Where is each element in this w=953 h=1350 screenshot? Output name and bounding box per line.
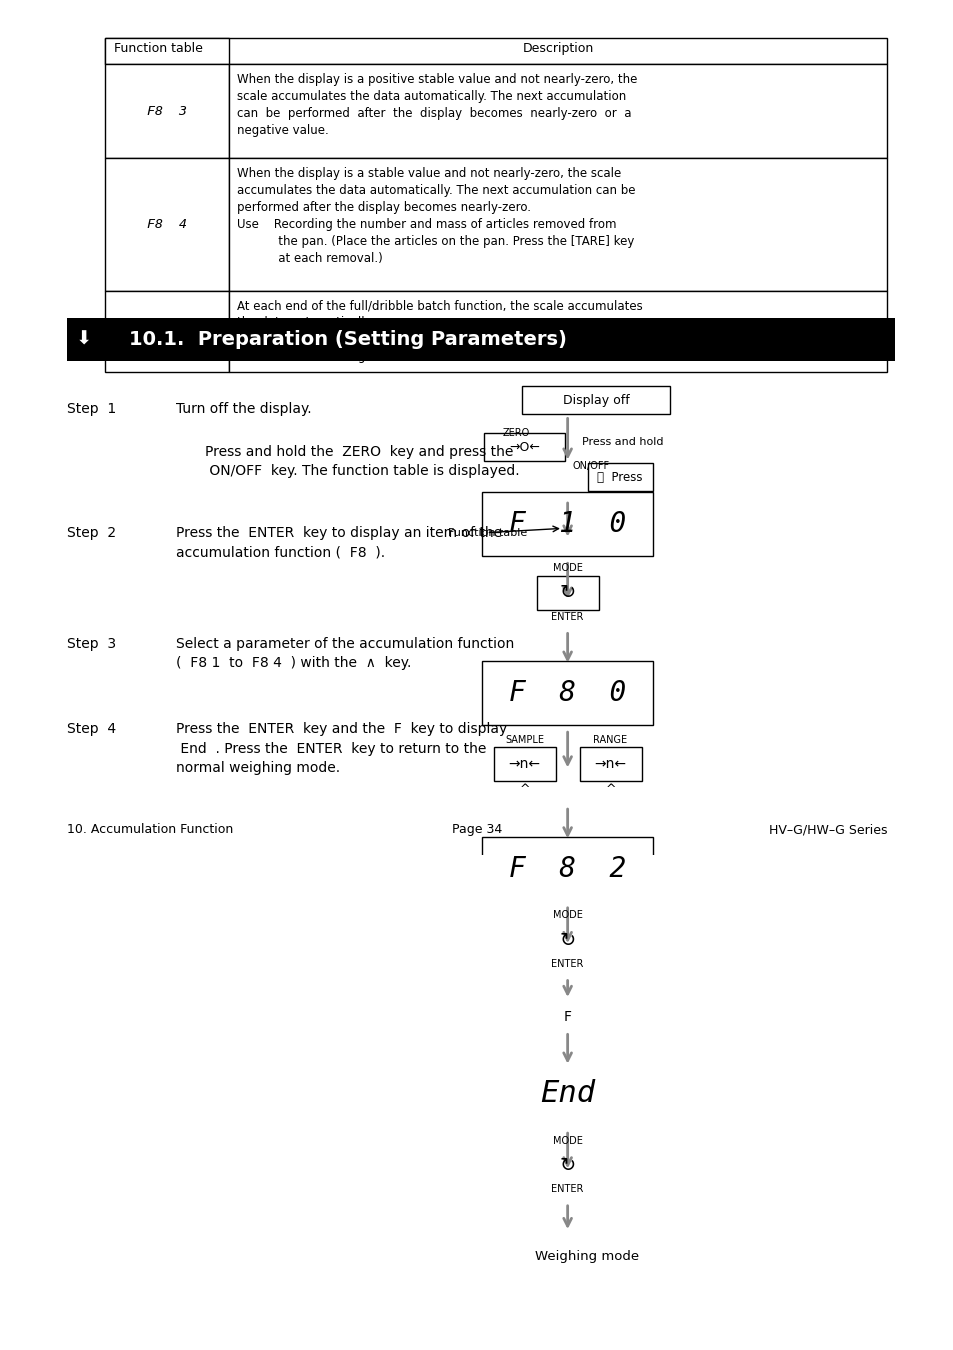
Text: MODE: MODE	[552, 910, 582, 921]
Text: 10. Accumulation Function: 10. Accumulation Function	[67, 824, 233, 836]
Text: At each end of the full/dribble batch function, the scale accumulates
the data a: At each end of the full/dribble batch fu…	[236, 300, 641, 363]
Text: →O←: →O←	[509, 440, 539, 454]
Text: ENTER: ENTER	[551, 958, 583, 969]
Bar	[578, 747, 641, 782]
Bar	[481, 837, 653, 900]
Text: ↻: ↻	[558, 930, 576, 949]
Bar	[105, 63, 229, 158]
Bar	[503, 1242, 669, 1272]
Text: Function table: Function table	[448, 528, 527, 537]
Text: F8  3: F8 3	[147, 105, 187, 117]
Bar	[538, 1004, 596, 1030]
Bar	[105, 38, 886, 63]
Text: Step  1: Step 1	[67, 402, 116, 416]
Text: Step  3: Step 3	[67, 637, 115, 651]
Text: ↻: ↻	[558, 583, 576, 602]
Bar	[536, 576, 598, 610]
Bar	[481, 491, 653, 556]
Text: Press and hold the  ZERO  key and press the
 ON/OFF  key. The function table is : Press and hold the ZERO key and press th…	[205, 444, 519, 478]
Text: Ⓢ  Press: Ⓢ Press	[597, 471, 642, 483]
Text: →n←: →n←	[594, 757, 626, 771]
Text: Function table: Function table	[114, 42, 203, 55]
Text: F8  4: F8 4	[147, 217, 187, 231]
Bar	[67, 319, 894, 360]
Bar	[105, 158, 229, 290]
Text: Press the  ENTER  key to display an item of the
accumulation function (  F8  ).: Press the ENTER key to display an item o…	[176, 525, 502, 559]
Text: MODE: MODE	[552, 1135, 582, 1146]
Bar	[229, 158, 886, 290]
Text: F: F	[563, 1010, 571, 1023]
Text: ↻: ↻	[558, 1156, 576, 1174]
Bar	[481, 662, 653, 725]
Text: Turn off the display.: Turn off the display.	[176, 402, 312, 416]
Text: F  8  0: F 8 0	[509, 679, 625, 707]
Text: Step  4: Step 4	[67, 722, 115, 736]
Text: 10.1.  Preparation (Setting Parameters): 10.1. Preparation (Setting Parameters)	[129, 329, 566, 348]
Text: F8  5: F8 5	[147, 325, 187, 338]
Bar	[587, 463, 652, 491]
Bar	[483, 433, 564, 460]
Text: F  1  0: F 1 0	[509, 510, 625, 539]
Text: →n←: →n←	[508, 757, 540, 771]
Text: End: End	[539, 1080, 595, 1108]
Bar	[105, 290, 229, 371]
Bar	[536, 923, 598, 957]
Text: ^: ^	[604, 783, 616, 796]
Text: ZERO: ZERO	[502, 428, 530, 437]
Text: RANGE: RANGE	[593, 734, 627, 745]
Bar	[536, 1149, 598, 1183]
Bar	[105, 38, 229, 63]
Text: When the display is a positive stable value and not nearly-zero, the
scale accum: When the display is a positive stable va…	[236, 73, 637, 136]
Text: Select a parameter of the accumulation function
(  F8 1  to  F8 4  ) with the  ∧: Select a parameter of the accumulation f…	[176, 637, 515, 671]
Text: ^: ^	[518, 783, 530, 796]
Text: Press and hold: Press and hold	[581, 437, 662, 447]
Bar	[229, 290, 886, 371]
Text: Press the  ENTER  key and the  F  key to display
 End  . Press the  ENTER  key t: Press the ENTER key and the F key to dis…	[176, 722, 507, 775]
Bar	[522, 386, 669, 414]
Text: Description: Description	[522, 42, 593, 55]
Text: F  8  2: F 8 2	[509, 855, 625, 883]
Text: Display off: Display off	[562, 394, 629, 406]
Text: ENTER: ENTER	[551, 612, 583, 622]
Text: SAMPLE: SAMPLE	[505, 734, 543, 745]
Text: Step  2: Step 2	[67, 525, 115, 540]
Bar	[476, 1062, 658, 1126]
Text: Weighing mode: Weighing mode	[534, 1250, 639, 1264]
Text: ON/OFF: ON/OFF	[572, 460, 609, 471]
Text: MODE: MODE	[552, 563, 582, 574]
Text: HV–G/HW–G Series: HV–G/HW–G Series	[768, 824, 886, 836]
Text: When the display is a stable value and not nearly-zero, the scale
accumulates th: When the display is a stable value and n…	[236, 166, 635, 265]
Text: ⬇: ⬇	[75, 329, 92, 348]
Bar	[493, 747, 555, 782]
Text: Page 34: Page 34	[452, 824, 501, 836]
Text: ENTER: ENTER	[551, 1184, 583, 1195]
Bar	[229, 63, 886, 158]
